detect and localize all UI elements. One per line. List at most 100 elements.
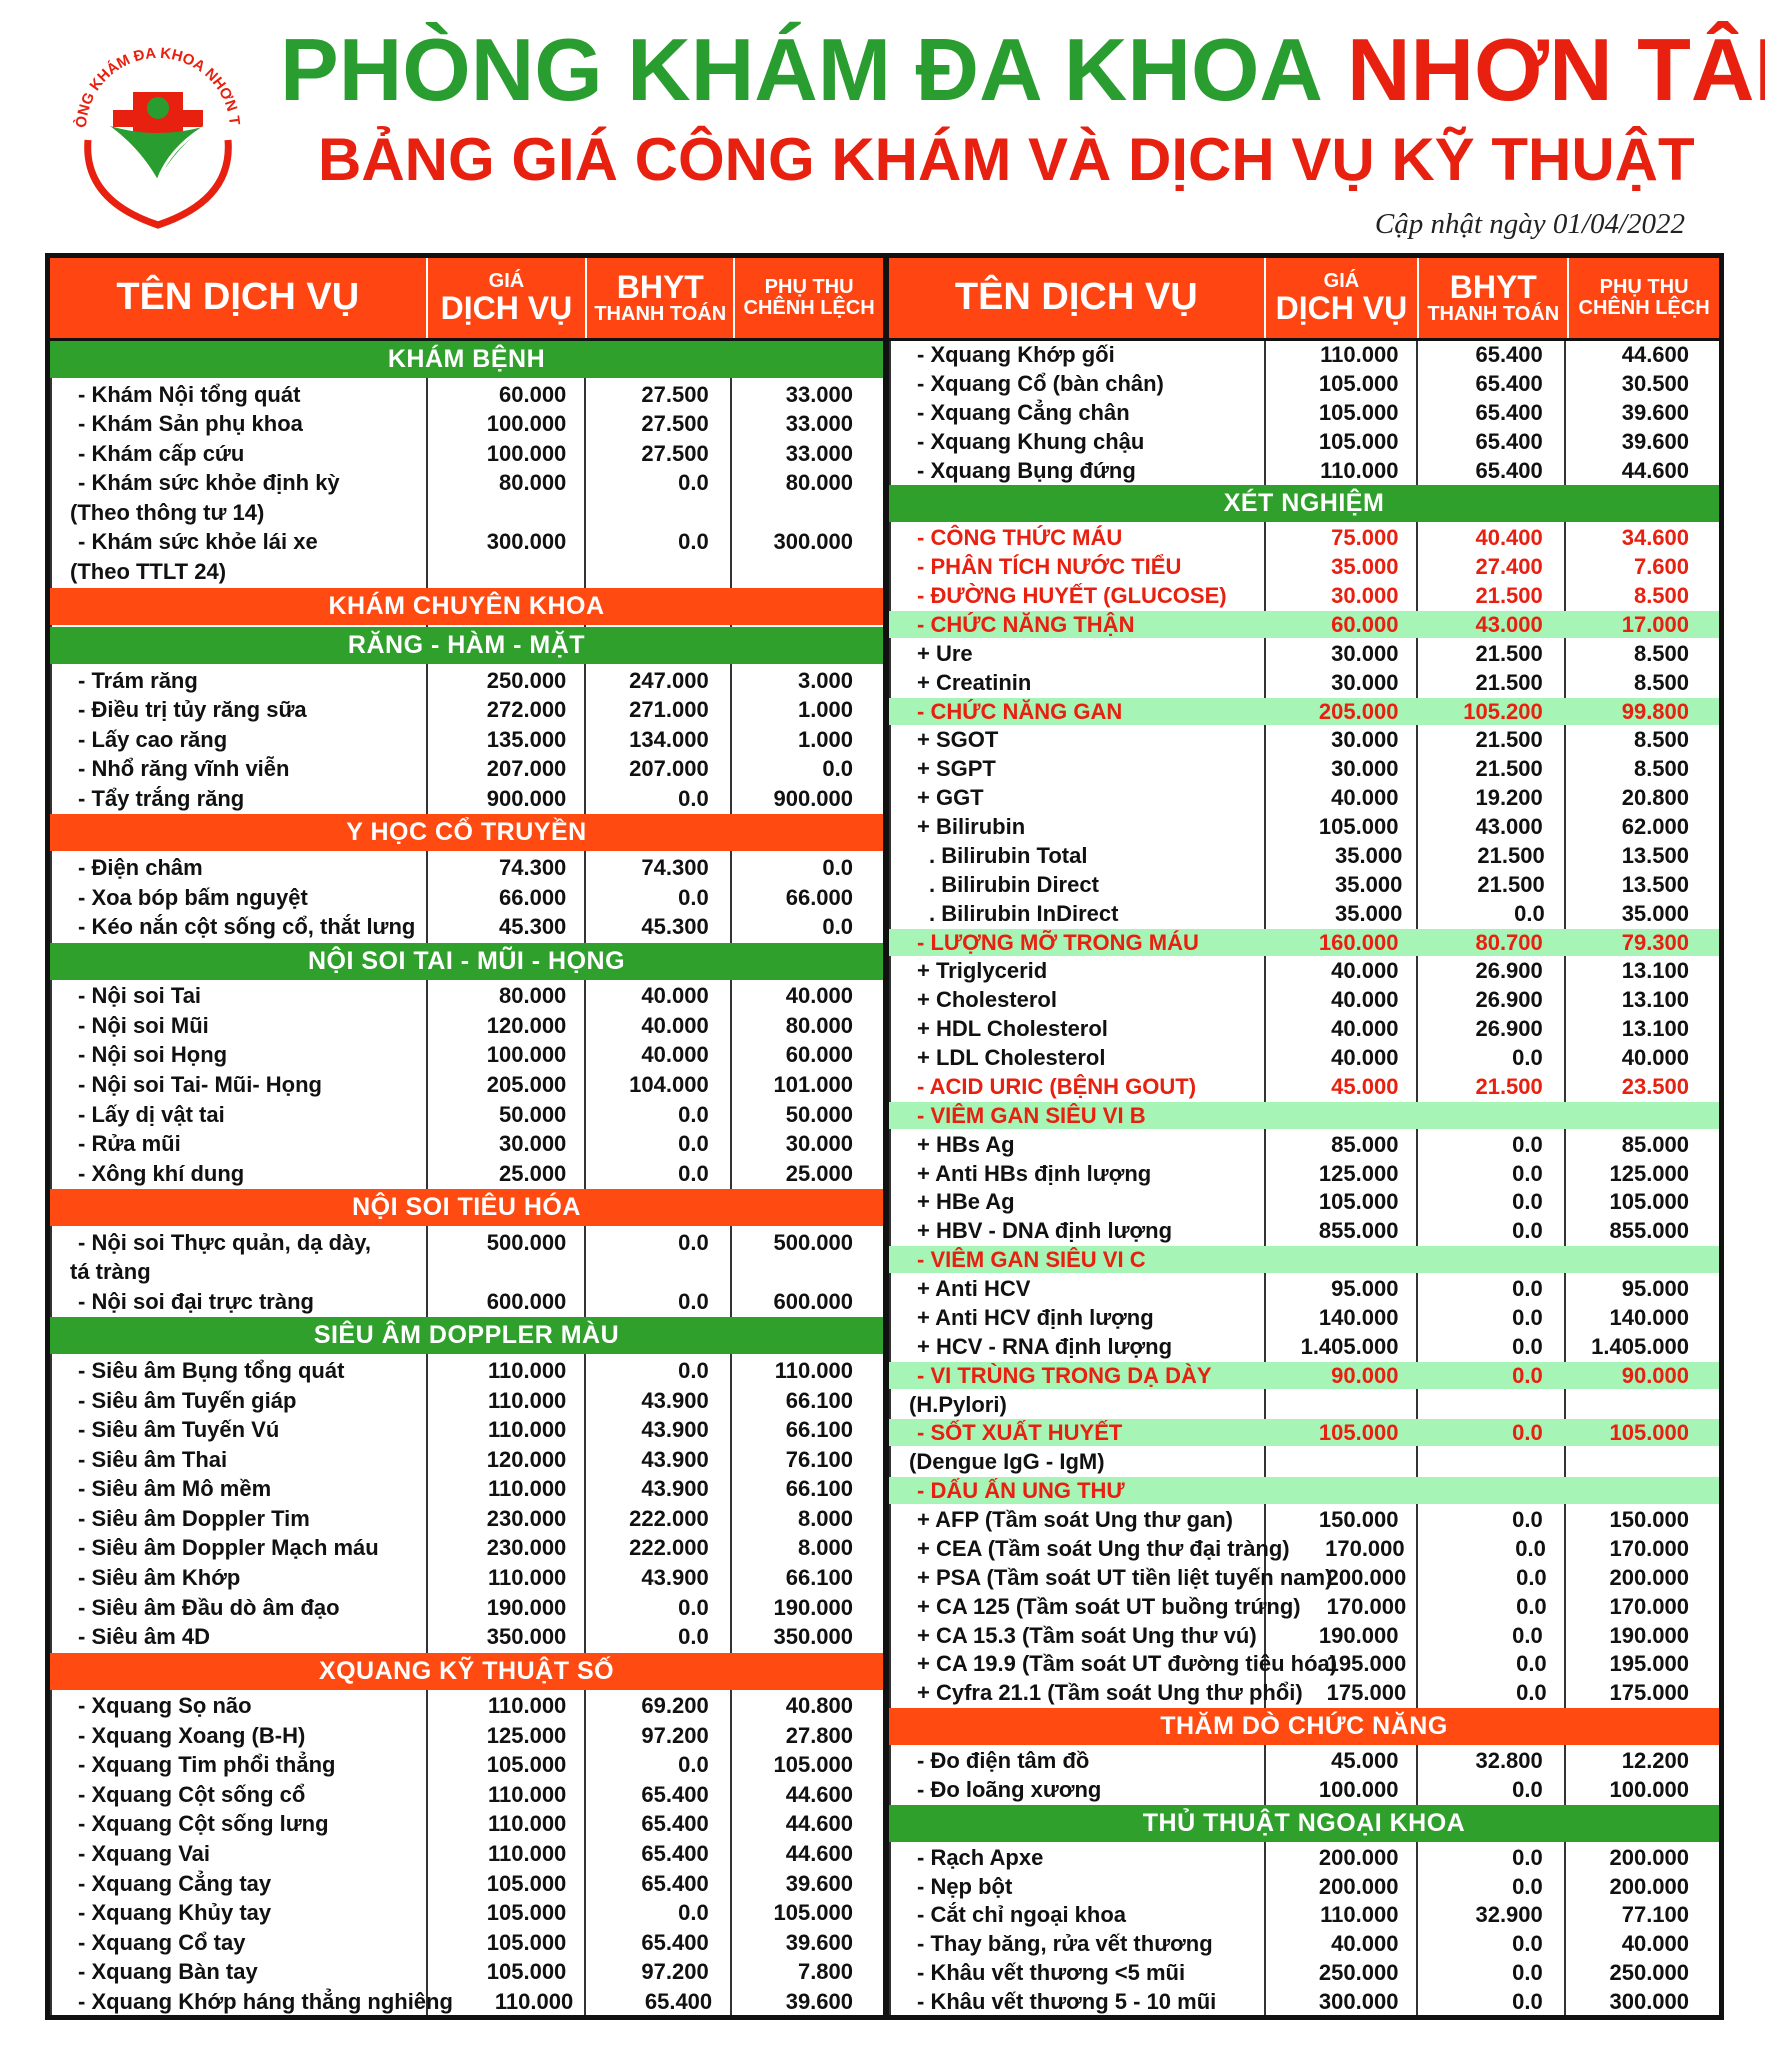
- col-bhyt: BHYT THANH TOÁN: [587, 258, 736, 338]
- extra-fee: 13.100: [1621, 958, 1690, 984]
- col-price-small: GIÁ: [488, 269, 525, 292]
- bhyt-amount: 65.400: [641, 1811, 709, 1837]
- extra-fee: 95.000: [1621, 1276, 1690, 1301]
- table-row: - Siêu âm Khớp 110.000 43.900 66.100: [50, 1564, 883, 1591]
- service-name: + Anti HCV: [917, 1276, 1031, 1301]
- bhyt-amount: 0.0: [1512, 1622, 1543, 1648]
- table-row: + PSA (Tầm soát UT tiền liệt tuyến nam) 2…: [889, 1564, 1719, 1591]
- service-name: - Xquang Khớp gối: [917, 342, 1115, 367]
- bhyt-amount: 0.0: [1512, 1276, 1543, 1301]
- extra-fee: 76.100: [785, 1446, 854, 1472]
- extra-fee: 190.000: [773, 1594, 854, 1620]
- bhyt-amount: 40.400: [1475, 525, 1543, 551]
- table-row: - Tẩy trắng răng 900.000 0.0 900.000: [50, 785, 883, 812]
- extra-fee: 200.000: [1609, 1564, 1689, 1590]
- col-service-name: TÊN DỊCH VỤ: [50, 258, 428, 338]
- table-row: . Bilirubin InDirect 35.000 0.0 35.000: [889, 900, 1719, 927]
- col-bhyt-small: THANH TOÁN: [1427, 303, 1560, 326]
- extra-fee: 33.000: [785, 411, 854, 437]
- bhyt-amount: 27.500: [641, 381, 709, 407]
- service-name: - Xquang Cẳng chân: [917, 399, 1130, 425]
- table-row: - Siêu âm Đầu dò âm đạo 190.000 0.0 190.000: [50, 1594, 883, 1621]
- table-row: - Siêu âm Mô mềm 110.000 43.900 66.100: [50, 1475, 883, 1502]
- service-name: - Xông khí dung: [78, 1160, 245, 1186]
- table-row: - Xquang Cổ (bàn chân) 105.000 65.400 30.50…: [889, 370, 1719, 397]
- table-row: - Xquang Bụng đứng 110.000 65.400 44.600: [889, 457, 1719, 484]
- table-row: + Bilirubin 105.000 43.000 62.000: [889, 813, 1719, 840]
- extra-fee: 23.500: [1621, 1073, 1690, 1099]
- bhyt-amount: 65.400: [1475, 399, 1543, 425]
- service-name: - Điện châm: [78, 855, 203, 880]
- extra-fee: 79.300: [1621, 929, 1690, 955]
- service-name: - VIÊM GAN SIÊU VI B: [917, 1102, 1146, 1128]
- table-row: - Khâu vết thương <5 mũi 250.000 0.0 250.00…: [889, 1959, 1719, 1986]
- service-price: 105.000: [1318, 428, 1399, 454]
- service-price: 150.000: [1318, 1507, 1399, 1532]
- table-row: - VIÊM GAN SIÊU VI C: [889, 1246, 1719, 1274]
- extra-fee: 101.000: [773, 1071, 854, 1097]
- service-price: 40.000: [1331, 785, 1399, 811]
- extra-fee: 12.200: [1621, 1748, 1690, 1773]
- service-price: 110.000: [487, 1841, 567, 1866]
- service-name: - Nội soi Tai: [78, 983, 202, 1009]
- service-name: - Xquang Bụng đứng: [917, 457, 1136, 483]
- table-header: TÊN DỊCH VỤ GIÁ DỊCH VỤ BHYT THANH TOÁN …: [889, 258, 1719, 341]
- extra-fee: 170.000: [1609, 1593, 1689, 1619]
- extra-fee: 66.100: [785, 1476, 854, 1502]
- bhyt-amount: 27.500: [641, 411, 709, 437]
- table-row: - Rạch Apxe 200.000 0.0 200.000: [889, 1844, 1719, 1871]
- table-row: - Siêu âm Tuyến Vú 110.000 43.900 66.100: [50, 1416, 883, 1443]
- bhyt-amount: 0.0: [1512, 1931, 1543, 1957]
- price-table-left: TÊN DỊCH VỤ GIÁ DỊCH VỤ BHYT THANH TOÁN …: [45, 253, 888, 2020]
- col-price-big: DỊCH VỤ: [440, 289, 573, 326]
- extra-fee: 3.000: [797, 667, 854, 693]
- bhyt-amount: 0.0: [678, 1229, 709, 1255]
- service-price: 1.405.000: [1300, 1333, 1399, 1359]
- service-name: - Kéo nắn cột sống cổ, thắt lưng: [78, 914, 416, 940]
- extra-fee: 350.000: [773, 1624, 854, 1650]
- bhyt-amount: 32.800: [1475, 1748, 1543, 1773]
- price-list-subtitle: BẢNG GIÁ CÔNG KHÁM VÀ DỊCH VỤ KỸ THUẬT: [318, 126, 1695, 193]
- bhyt-amount: 222.000: [629, 1505, 709, 1531]
- table-row: - Điện châm 74.300 74.300 0.0: [50, 854, 883, 881]
- service-price: 30.000: [1331, 640, 1399, 666]
- bhyt-amount: 26.900: [1475, 987, 1543, 1013]
- service-price: 500.000: [486, 1229, 567, 1255]
- service-name: - Thay băng, rửa vết thương: [917, 1931, 1213, 1957]
- section-header: THỦ THUẬT NGOẠI KHOA: [889, 1804, 1719, 1842]
- extra-fee: 170.000: [1609, 1535, 1689, 1561]
- table-row: - Nội soi Tai- Mũi- Họng 205.000 104.000 10…: [50, 1071, 883, 1098]
- table-row: - Khám sức khỏe lái xe 300.000 0.0 300.000: [50, 528, 883, 555]
- table-row: - Xquang Cẳng tay 105.000 65.400 39.600: [50, 1870, 883, 1897]
- table-row: . Bilirubin Total 35.000 21.500 13.500: [889, 842, 1719, 869]
- table-row: - CÔNG THỨC MÁU 75.000 40.400 34.600: [889, 524, 1719, 551]
- service-price: 120.000: [486, 1446, 567, 1472]
- service-name: - Xquang Khung chậu: [917, 428, 1145, 454]
- table-row: - CHỨC NĂNG GAN 205.000 105.200 99.800: [889, 697, 1719, 725]
- service-price: 200.000: [1326, 1564, 1407, 1590]
- bhyt-amount: 19.200: [1475, 785, 1543, 811]
- service-price: 66.000: [499, 884, 567, 910]
- service-price: 100.000: [1318, 1776, 1399, 1802]
- service-price: 230.000: [486, 1505, 567, 1531]
- bhyt-amount: 0.0: [678, 529, 709, 555]
- bhyt-amount: 97.200: [641, 1959, 709, 1985]
- table-row: - Xông khí dung 25.000 0.0 25.000: [50, 1160, 883, 1187]
- extra-fee: 200.000: [1609, 1844, 1690, 1870]
- service-price: 50.000: [499, 1101, 567, 1127]
- service-name: - Nội soi đại trực tràng: [78, 1288, 314, 1314]
- bhyt-amount: 43.000: [1475, 611, 1543, 637]
- table-row: - Xquang Khớp háng thẳng nghiêng 110.000 6…: [50, 1988, 883, 2015]
- service-price: 190.000: [1318, 1622, 1399, 1648]
- bhyt-amount: 207.000: [629, 756, 709, 782]
- col-bhyt: BHYT THANH TOÁN: [1419, 258, 1570, 338]
- bhyt-amount: 21.500: [1477, 871, 1545, 897]
- table-row: - Xquang Cẳng chân 105.000 65.400 39.600: [889, 399, 1719, 426]
- service-price: 74.300: [499, 855, 567, 880]
- service-price: 200.000: [1318, 1873, 1399, 1899]
- bhyt-amount: 0.0: [1514, 900, 1545, 926]
- service-name: - Xquang Khớp háng thẳng nghiêng: [78, 1988, 453, 2014]
- service-price: 105.000: [486, 1752, 567, 1778]
- extra-fee: 140.000: [1609, 1304, 1690, 1330]
- service-name: - Xquang Tim phổi thẳng: [78, 1752, 336, 1778]
